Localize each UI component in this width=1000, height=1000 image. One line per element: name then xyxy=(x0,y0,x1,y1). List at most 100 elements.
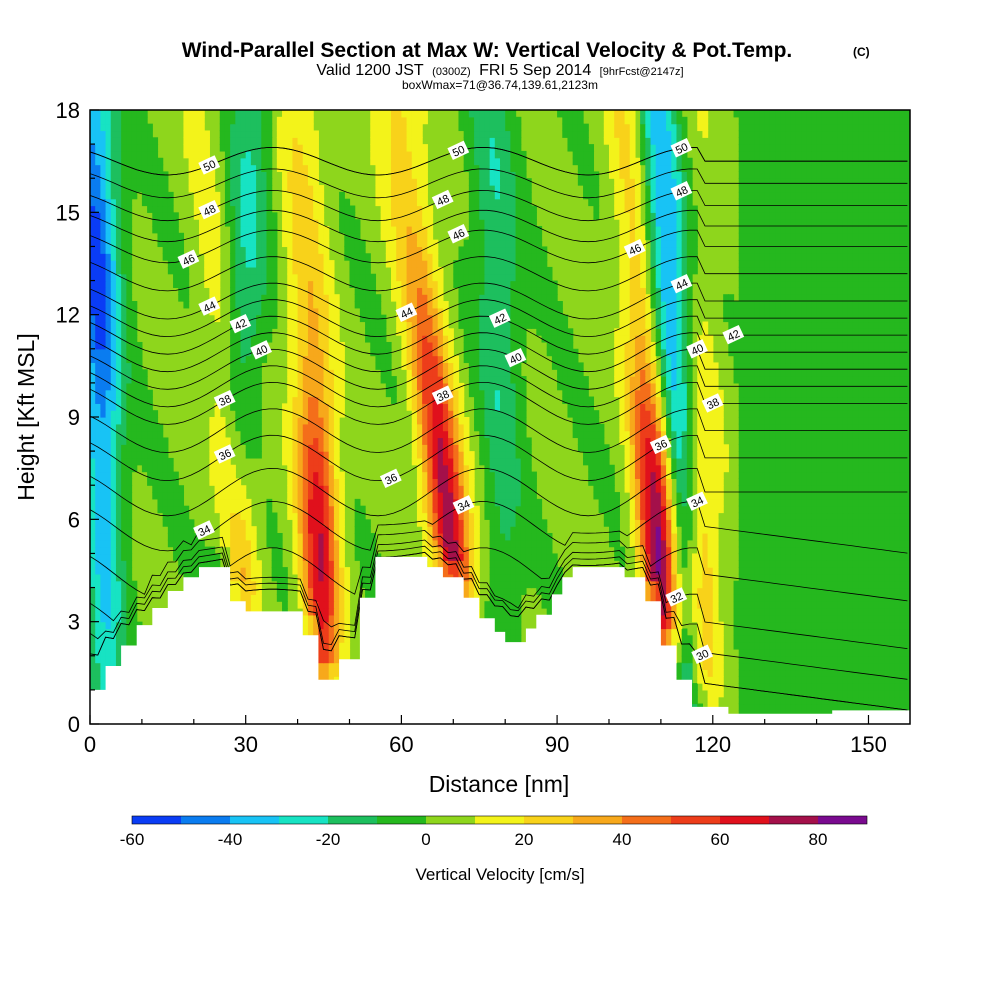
field-cell xyxy=(826,423,833,432)
field-cell xyxy=(297,580,304,589)
field-cell xyxy=(754,423,761,432)
field-cell xyxy=(416,519,423,527)
field-cell xyxy=(681,532,688,541)
field-cell xyxy=(520,417,527,425)
field-cell xyxy=(458,478,465,486)
field-cell xyxy=(816,539,823,548)
field-cell xyxy=(214,430,221,439)
field-cell xyxy=(416,498,423,507)
field-cell xyxy=(785,539,792,548)
field-cell xyxy=(858,471,864,479)
field-cell xyxy=(863,457,870,466)
field-cell xyxy=(282,451,288,459)
field-cell xyxy=(889,430,896,439)
field-cell xyxy=(152,471,159,479)
field-cell xyxy=(873,444,880,452)
field-cell xyxy=(494,464,501,473)
field-cell xyxy=(115,417,122,425)
field-cell xyxy=(90,498,96,507)
field-cell xyxy=(769,655,776,664)
field-cell xyxy=(873,587,880,595)
field-cell xyxy=(307,567,314,575)
field-cell xyxy=(126,505,133,514)
field-cell xyxy=(707,471,714,479)
field-cell xyxy=(764,457,771,466)
field-cell xyxy=(878,546,885,555)
field-cell xyxy=(681,485,688,493)
field-cell xyxy=(432,437,439,445)
field-cell xyxy=(671,417,678,425)
field-cell xyxy=(899,519,906,527)
field-cell xyxy=(738,683,745,691)
field-cell xyxy=(821,683,828,691)
field-cell xyxy=(432,498,439,507)
field-cell xyxy=(339,492,345,500)
field-cell xyxy=(904,635,910,643)
field-cell xyxy=(323,580,330,589)
field-cell xyxy=(245,560,252,568)
field-cell xyxy=(307,580,314,589)
field-cell xyxy=(645,430,652,439)
field-cell xyxy=(318,608,325,616)
field-cell xyxy=(494,567,501,575)
field-cell xyxy=(463,437,470,445)
field-cell xyxy=(292,403,299,411)
field-cell xyxy=(448,512,454,520)
field-cell xyxy=(899,601,906,609)
field-cell xyxy=(219,526,226,534)
field-cell xyxy=(416,492,423,500)
field-cell xyxy=(826,635,833,643)
field-cell xyxy=(629,512,636,520)
field-cell xyxy=(100,683,107,691)
field-cell xyxy=(775,580,781,589)
field-cell xyxy=(655,457,662,466)
field-cell xyxy=(588,464,595,473)
field-cell xyxy=(894,683,901,691)
field-cell xyxy=(858,478,864,486)
field-cell xyxy=(801,539,807,548)
field-cell xyxy=(468,505,475,514)
field-cell xyxy=(821,539,828,548)
field-cell xyxy=(697,594,704,602)
field-cell xyxy=(105,444,112,452)
field-cell xyxy=(240,492,247,500)
field-cell xyxy=(884,662,890,671)
field-cell xyxy=(697,573,704,582)
field-cell xyxy=(837,553,844,561)
field-cell xyxy=(816,492,823,500)
field-cell xyxy=(245,512,252,520)
field-cell xyxy=(307,594,314,602)
field-cell xyxy=(510,430,517,439)
field-cell xyxy=(697,539,704,548)
field-cell xyxy=(743,437,750,445)
field-cell xyxy=(90,676,96,684)
field-cell xyxy=(884,683,890,691)
field-cell xyxy=(712,669,719,677)
field-cell xyxy=(868,539,875,548)
field-cell xyxy=(769,546,776,555)
field-cell xyxy=(178,512,185,520)
field-cell xyxy=(458,560,465,568)
field-cell xyxy=(660,512,667,520)
field-cell xyxy=(531,512,537,520)
field-cell xyxy=(806,601,812,609)
field-cell xyxy=(313,478,319,486)
field-cell xyxy=(95,608,101,616)
field-cell xyxy=(276,580,283,589)
field-cell xyxy=(494,573,501,582)
field-cell xyxy=(453,519,460,527)
field-cell xyxy=(769,642,776,650)
field-cell xyxy=(738,498,745,507)
field-cell xyxy=(878,648,885,657)
field-cell xyxy=(754,478,761,486)
field-cell xyxy=(743,621,750,630)
field-cell xyxy=(749,485,755,493)
field-cell xyxy=(619,417,626,425)
field-cell xyxy=(240,417,247,425)
field-cell xyxy=(634,430,641,439)
field-cell xyxy=(873,492,880,500)
field-cell xyxy=(650,492,657,500)
field-cell xyxy=(442,410,449,418)
field-cell xyxy=(100,546,107,555)
field-cell xyxy=(162,471,169,479)
